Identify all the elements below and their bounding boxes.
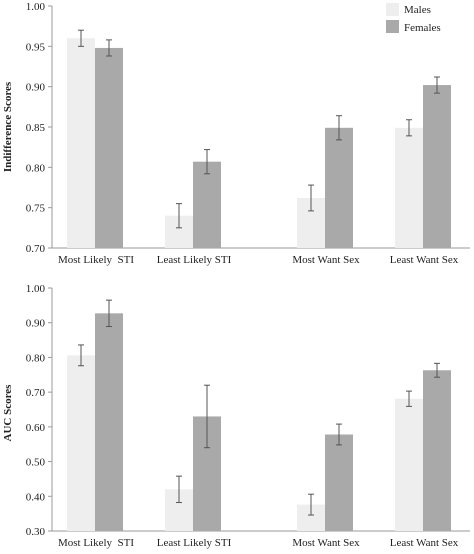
y-tick-label-bottom: 0.70	[26, 387, 46, 399]
chart-top-indifference: Indifference Scores Males Females 0.70 0.…	[2, 1, 470, 266]
bar-females-top	[193, 161, 221, 248]
y-tick-label-bottom: 0.60	[26, 422, 46, 434]
bar-males-top	[395, 127, 423, 248]
bar-females-top	[423, 85, 451, 248]
y-axis-label-top: Indifference Scores	[2, 81, 14, 172]
legend-label-females: Females	[404, 22, 441, 34]
x-category-label-bottom: Most Likely STI	[58, 537, 134, 549]
bar-females-bottom	[325, 434, 353, 531]
y-tick-label-top: 0.80	[26, 162, 46, 174]
x-category-label-bottom: Least Likely STI	[157, 537, 232, 549]
legend-swatch-females	[386, 20, 399, 33]
y-tick-label-top: 0.70	[26, 243, 46, 255]
y-tick-label-top: 1.00	[26, 1, 46, 13]
y-tick-label-top: 0.95	[26, 41, 46, 53]
y-tick-label-bottom: 0.30	[26, 526, 46, 538]
y-tick-label-bottom: 0.40	[26, 491, 46, 503]
chart-bottom-auc: AUC Scores 0.30 0.40 0.50 0.60 0.70 0.80 0.90 1…	[2, 283, 470, 549]
bar-females-top	[325, 127, 353, 248]
y-tick-label-top: 0.85	[26, 122, 46, 134]
y-tick-label-bottom: 0.50	[26, 457, 46, 469]
y-tick-label-bottom: 0.80	[26, 352, 46, 364]
bar-females-bottom	[95, 313, 123, 531]
y-axis-label-bottom: AUC Scores	[2, 384, 14, 442]
x-category-label-bottom: Least Want Sex	[390, 537, 459, 549]
y-tick-label-bottom: 1.00	[26, 283, 46, 295]
bar-males-bottom	[67, 355, 95, 531]
x-category-label-top: Most Want Sex	[292, 254, 360, 266]
bar-females-bottom	[423, 370, 451, 531]
legend-swatch-males	[386, 3, 399, 16]
legend-label-males: Males	[404, 4, 431, 16]
y-tick-label-top: 0.75	[26, 203, 46, 215]
y-tick-label-bottom: 0.90	[26, 318, 46, 330]
bar-males-bottom	[395, 398, 423, 531]
bar-females-top	[95, 47, 123, 248]
x-category-label-bottom: Most Want Sex	[292, 537, 360, 549]
x-category-label-top: Least Likely STI	[157, 254, 232, 266]
x-category-label-top: Most Likely STI	[58, 254, 134, 266]
y-tick-label-top: 0.90	[26, 82, 46, 94]
bar-males-top	[67, 38, 95, 249]
x-category-label-top: Least Want Sex	[390, 254, 459, 266]
